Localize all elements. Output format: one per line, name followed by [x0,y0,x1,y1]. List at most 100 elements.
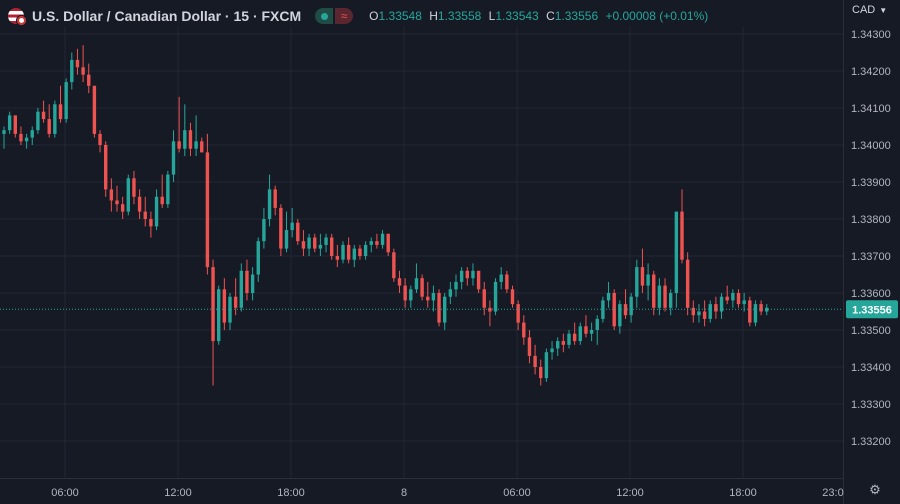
candle-body [352,248,356,260]
high-label: H [429,9,438,23]
candle-body [708,304,712,319]
candle-body [239,270,243,308]
price-tick-label: 1.33800 [851,214,891,226]
candle-body [262,219,266,242]
candle-body [53,104,57,134]
candle-body [98,133,102,145]
candle-body [691,307,695,316]
candle-body [663,285,667,308]
candle-body [250,274,255,293]
candle-body [595,318,599,330]
grid-lines [0,0,844,504]
price-tick-label: 1.33200 [851,436,891,448]
price-tick-label: 1.34000 [851,140,891,152]
currency-label: CAD [852,4,876,16]
candle-body [652,274,656,308]
price-tick-label: 1.33500 [851,325,891,337]
candle-body [256,241,260,275]
candle-body [222,289,227,323]
settings-gear-icon[interactable]: ⚙ [869,482,881,497]
candle-body [482,289,486,308]
last-price-badge: 1.33556 [846,300,898,319]
candle-body [409,289,413,301]
candle-body [765,307,769,312]
candle-body [680,211,684,260]
candle-body [742,300,746,305]
market-open-icon[interactable] [315,8,334,24]
price-tick-label: 1.34200 [851,66,891,78]
candle-body [200,141,204,153]
price-tick-label: 1.34300 [851,29,891,41]
candle-body [24,137,29,142]
candle-body [578,326,582,342]
candle-body [19,133,23,142]
candle-body [397,278,402,286]
open-value: 1.33548 [378,9,422,23]
candle-body [403,285,407,301]
wave-icon[interactable]: ≈ [335,8,354,24]
candle-body [137,196,142,212]
candle-body [115,200,119,205]
candle-body [369,241,373,245]
candle-body [533,355,537,367]
price-tick-label: 1.34100 [851,103,891,115]
candle-body [476,270,481,290]
candle-body [572,333,577,342]
price-tick-label: 1.33600 [851,288,891,300]
usd-cad-flag-icon [8,8,27,26]
candle-body [70,59,74,83]
candle-body [505,274,509,290]
candle-body [217,289,221,342]
candle-body [363,244,368,256]
last-price-label: 1.33556 [852,304,892,316]
status-indicators[interactable]: ≈ [315,8,354,24]
candle-body [149,219,153,227]
candle-body [30,130,34,138]
candle-body [550,348,554,353]
currency-selector[interactable]: CAD ▼ [852,4,887,16]
candle-body [346,244,351,260]
price-tick-label: 1.33900 [851,177,891,189]
candle-body [290,222,294,231]
candle-body [296,222,300,242]
candle-body [471,270,475,279]
high-value: 1.33558 [437,9,482,23]
candle-body [233,296,238,308]
candle-body [171,141,176,175]
time-tick-label: 12:00 [616,487,644,499]
candle-body [301,241,306,249]
candle-body [759,304,763,312]
candle-body [420,278,424,297]
candle-body [561,341,566,345]
close-value: 1.33556 [554,9,599,23]
candle-body [493,281,498,312]
last-price-badge-bg [846,300,898,319]
time-axis[interactable]: 06:00 12:00 18:00 8 06:00 12:00 18:00 23:0 [51,487,843,499]
low-value: 1.33543 [495,9,539,23]
time-tick-label: 06:00 [51,487,79,499]
candle-body [527,337,532,356]
candle-body [188,130,193,149]
time-tick-label: 06:00 [503,487,531,499]
candle-body [539,367,543,379]
candle-body [120,204,125,212]
candle-body [375,241,379,245]
time-tick-label: 12:00 [164,487,192,499]
candle-body [81,67,85,75]
candle-body [437,293,441,323]
candle-body [657,285,662,308]
symbol-title[interactable]: U.S. Dollar / Canadian Dollar · 15 · FXC… [32,8,302,24]
candle-body [313,237,317,249]
open-label: O [369,9,379,23]
candle-body [284,230,289,249]
candle-body [104,145,108,190]
change-value: +0.00008 (+0.01%) [605,9,709,23]
candle-body [753,304,758,323]
price-axis[interactable]: 1.34300 1.34200 1.34100 1.34000 1.33900 1.338… [851,29,891,448]
candle-body [273,189,277,208]
time-tick-label: 18:00 [729,487,757,499]
candle-body [109,189,114,201]
candle-body [324,237,328,245]
candle-body [318,244,323,249]
